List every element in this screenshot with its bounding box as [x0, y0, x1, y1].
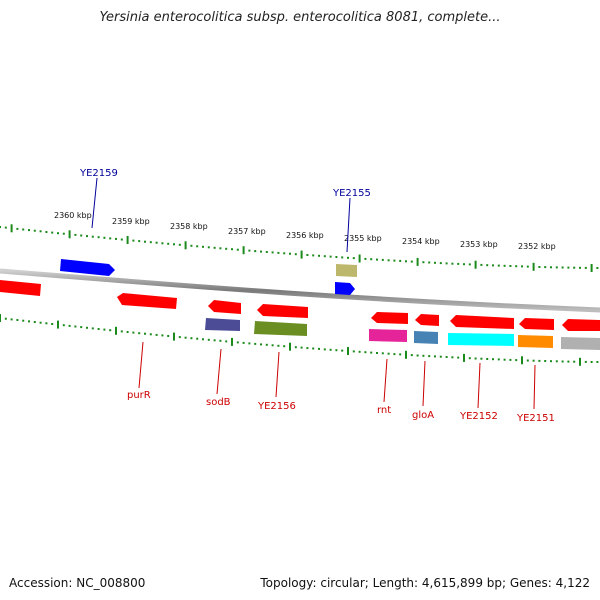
- gene-label-ye2155[interactable]: YE2155: [332, 188, 371, 199]
- callout-line-rnt: [383, 358, 388, 403]
- gene-feature-sodb[interactable]: [208, 300, 241, 314]
- callout-line-sodb: [216, 348, 222, 395]
- gene-feature-ye2152[interactable]: [450, 315, 514, 329]
- callout-line-purr: [138, 341, 144, 389]
- tick-label: 2360 kbp: [54, 211, 92, 220]
- tick-label: 2354 kbp: [402, 237, 440, 246]
- gene-feature[interactable]: [414, 331, 438, 344]
- tick-labels: 2360 kbp 2359 kbp 2358 kbp 2357 kbp 2356…: [54, 211, 556, 251]
- gene-feature-ye2156[interactable]: [257, 304, 308, 318]
- gene-label-purr[interactable]: purR: [127, 390, 151, 401]
- gene-feature-ye2151[interactable]: [519, 318, 554, 330]
- tick-row-upper: [0, 224, 599, 272]
- gene-feature[interactable]: [369, 329, 407, 342]
- gene-feature-ye2159[interactable]: [60, 259, 115, 276]
- tick-label: 2357 kbp: [228, 227, 266, 236]
- gene-feature-gloa[interactable]: [415, 314, 439, 326]
- gene-label-ye2152[interactable]: YE2152: [459, 411, 498, 422]
- gene-feature-rnt[interactable]: [371, 312, 408, 324]
- tick-label: 2353 kbp: [460, 240, 498, 249]
- gene-label-ye2159[interactable]: YE2159: [79, 168, 118, 179]
- gene-label-sodb[interactable]: sodB: [206, 397, 231, 408]
- callout-line-ye2155: [346, 197, 351, 253]
- callout-line-ye2152: [477, 362, 481, 409]
- gene-label-ye2151[interactable]: YE2151: [516, 413, 555, 424]
- callout-line-ye2159: [91, 177, 98, 229]
- genome-backbone: [0, 268, 600, 313]
- tick-label: 2352 kbp: [518, 242, 556, 251]
- gene-feature-purr[interactable]: [117, 293, 177, 309]
- topology-summary: Topology: circular; Length: 4,615,899 bp…: [260, 576, 590, 590]
- tick-label: 2358 kbp: [170, 222, 208, 231]
- tick-label: 2359 kbp: [112, 217, 150, 226]
- gene-label-gloa[interactable]: gloA: [412, 410, 434, 421]
- accession-label: Accession: NC_008800: [9, 576, 146, 590]
- map-title: Yersinia enterocolitica subsp. enterocol…: [99, 10, 501, 25]
- gene-feature-ye2155[interactable]: [336, 264, 357, 277]
- gene-feature[interactable]: [0, 280, 41, 296]
- callout-lines: [91, 177, 536, 410]
- gene-feature[interactable]: [561, 337, 600, 350]
- gene-feature[interactable]: [205, 318, 240, 331]
- gene-label-rnt[interactable]: rnt: [377, 405, 391, 416]
- callout-line-gloa: [422, 360, 426, 407]
- callout-line-ye2151: [533, 364, 536, 410]
- callout-line-ye2156: [275, 351, 280, 398]
- tick-label: 2355 kbp: [344, 234, 382, 243]
- gene-feature[interactable]: [335, 282, 355, 295]
- gene-labels: YE2159 YE2155 purR sodB YE2156 rnt gloA …: [79, 168, 555, 424]
- gene-feature[interactable]: [254, 321, 307, 336]
- gene-feature[interactable]: [448, 333, 514, 346]
- gene-features: [0, 259, 600, 350]
- gene-feature[interactable]: [562, 319, 600, 331]
- gene-feature[interactable]: [518, 335, 553, 348]
- tick-row-lower: [0, 314, 599, 366]
- gene-label-ye2156[interactable]: YE2156: [257, 401, 296, 412]
- tick-label: 2356 kbp: [286, 231, 324, 240]
